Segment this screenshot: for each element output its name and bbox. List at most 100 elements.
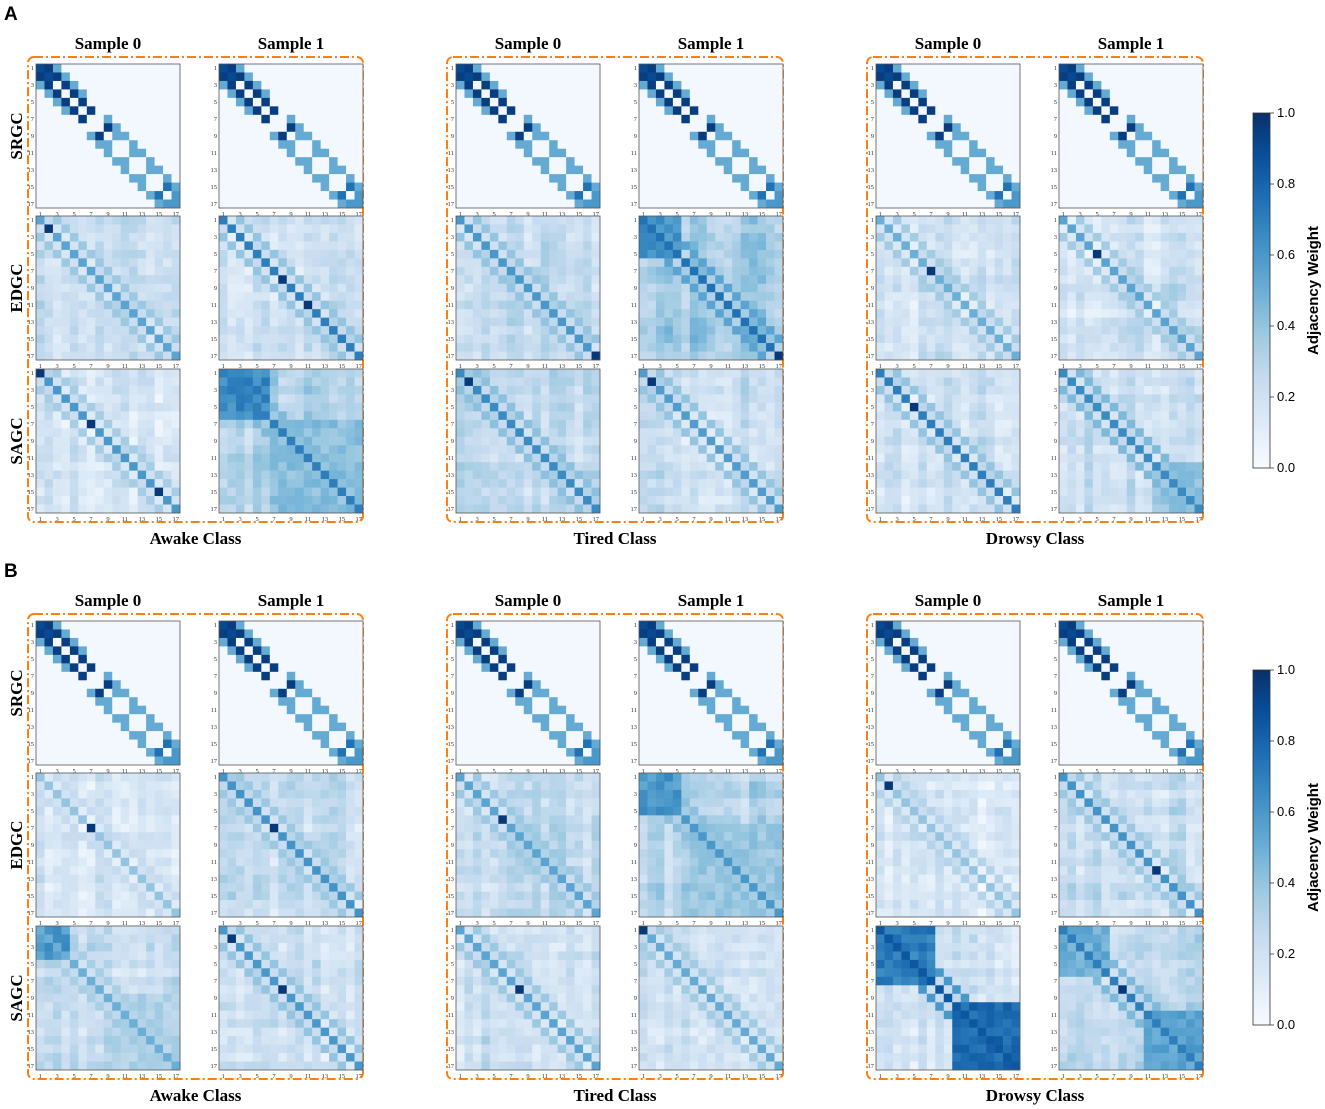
heatmap-cell: [591, 114, 601, 124]
heatmap-cell: [901, 411, 911, 421]
heatmap-cell: [1092, 89, 1102, 99]
heatmap-cell: [986, 309, 995, 318]
heatmap-cell: [706, 266, 716, 276]
heatmap-cell: [757, 453, 767, 463]
heatmap-cell: [78, 334, 88, 344]
heatmap-cell: [901, 419, 911, 429]
heatmap-cell: [698, 445, 708, 455]
heatmap-cell: [749, 394, 758, 404]
heatmap-cell: [312, 165, 321, 175]
heatmap-cell: [1109, 106, 1119, 116]
heatmap-cell: [774, 157, 784, 166]
heatmap-cell: [994, 496, 1004, 505]
heatmap-cell: [774, 436, 784, 446]
heatmap-cell: [95, 487, 105, 497]
heatmap-cell: [639, 80, 648, 90]
heatmap-cell: [498, 182, 508, 192]
heatmap-cell: [456, 436, 465, 446]
heatmap-cell: [549, 385, 558, 395]
heatmap-cell: [303, 266, 313, 276]
heatmap-cell: [137, 419, 147, 429]
heatmap-cell: [766, 224, 775, 234]
heatmap-cell: [489, 470, 499, 480]
heatmap-cell: [926, 385, 936, 395]
heatmap-cell: [78, 377, 88, 387]
heatmap-cell: [977, 453, 987, 463]
heatmap-cell: [1152, 182, 1161, 192]
heatmap-cell: [86, 241, 96, 251]
heatmap-cell: [219, 249, 228, 259]
heatmap-cell: [723, 258, 733, 268]
heatmap-cell: [672, 182, 682, 192]
heatmap-cell: [884, 114, 894, 124]
heatmap-cell: [464, 445, 474, 455]
heatmap-cell: [489, 275, 499, 285]
heatmap-cell: [532, 114, 542, 124]
heatmap-cell: [252, 470, 262, 480]
heatmap-cell: [354, 131, 364, 141]
heatmap-cell: [647, 317, 657, 327]
heatmap-cell: [977, 470, 987, 480]
heatmap-cell: [146, 504, 155, 514]
heatmap-cell: [112, 453, 122, 463]
heatmap-cell: [261, 496, 271, 505]
heatmap-cell: [78, 317, 88, 327]
heatmap-cell: [774, 64, 784, 73]
heatmap-cell: [774, 369, 784, 378]
heatmap-cell: [219, 182, 228, 192]
heatmap-cell: [892, 72, 902, 82]
heatmap-cell: [112, 232, 122, 242]
heatmap-cell: [346, 419, 355, 429]
heatmap-cell: [523, 64, 533, 73]
heatmap-cell: [489, 182, 499, 192]
heatmap-cell: [154, 106, 164, 116]
heatmap-cell: [244, 343, 254, 352]
heatmap-cell: [655, 402, 665, 412]
heatmap-cell: [986, 394, 995, 404]
heatmap-cell: [909, 351, 919, 361]
heatmap-cell: [647, 496, 657, 505]
y-tick-label: 11: [211, 455, 217, 462]
heatmap-cell: [163, 72, 172, 82]
heatmap-cell: [464, 317, 474, 327]
heatmap-cell: [269, 462, 279, 471]
heatmap-cell: [1011, 283, 1021, 293]
heatmap-cell: [303, 385, 313, 395]
heatmap-cell: [639, 300, 648, 310]
heatmap-cell: [757, 445, 767, 455]
heatmap-cell: [664, 199, 674, 209]
heatmap-cell: [235, 317, 245, 327]
heatmap-cell: [647, 89, 657, 99]
heatmap-cell: [498, 224, 508, 234]
heatmap-cell: [456, 140, 465, 150]
heatmap-cell: [36, 496, 45, 505]
heatmap-cell: [295, 275, 305, 285]
heatmap-cell: [994, 89, 1004, 99]
heatmap-cell: [472, 428, 482, 438]
heatmap-cell: [591, 123, 601, 133]
heatmap-border: [638, 215, 784, 361]
heatmap-cell: [986, 283, 995, 293]
heatmap-cell: [244, 258, 254, 268]
heatmap-cell: [876, 445, 885, 455]
heatmap-cell: [523, 326, 533, 335]
heatmap-cell: [1011, 191, 1021, 200]
heatmap-cell: [757, 385, 767, 395]
heatmap-cell: [969, 157, 978, 166]
heatmap-cell: [647, 334, 657, 344]
heatmap-cell: [952, 191, 962, 200]
heatmap-cell: [481, 258, 491, 268]
heatmap-cell: [689, 80, 699, 90]
heatmap-cell: [278, 106, 288, 116]
heatmap-cell: [137, 258, 147, 268]
heatmap-cell: [95, 479, 105, 488]
heatmap-cell: [918, 385, 928, 395]
heatmap-cell: [591, 97, 601, 107]
heatmap-cell: [227, 241, 237, 251]
heatmap-cell: [698, 428, 708, 438]
heatmap-cell: [78, 140, 88, 150]
heatmap-cell: [171, 402, 181, 412]
heatmap-cell: [269, 80, 279, 90]
heatmap-cell: [1067, 64, 1077, 73]
